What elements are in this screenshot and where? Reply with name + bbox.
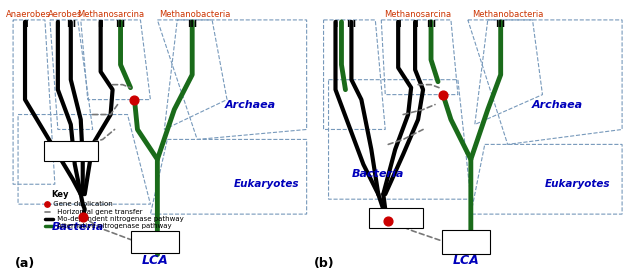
Text: Gene duplication: Gene duplication xyxy=(51,201,113,207)
Text: III: III xyxy=(66,20,76,29)
Text: (a): (a) xyxy=(15,257,35,270)
Text: I: I xyxy=(56,20,60,29)
Text: III: III xyxy=(346,20,356,29)
Text: III: III xyxy=(187,20,197,29)
Text: Group IV: Group IV xyxy=(140,234,170,240)
Text: Aerobes: Aerobes xyxy=(47,10,82,19)
Text: Bacteria: Bacteria xyxy=(352,169,404,179)
Text: Alternative nitrogenase pathway: Alternative nitrogenase pathway xyxy=(55,223,172,229)
Text: Anaerobes: Anaerobes xyxy=(6,10,51,19)
Text: Eukaryotes: Eukaryotes xyxy=(545,179,610,189)
Text: III: III xyxy=(426,20,436,29)
Text: II: II xyxy=(395,20,401,29)
Text: III: III xyxy=(495,20,506,29)
Text: Methanosarcina: Methanosarcina xyxy=(385,10,452,19)
FancyBboxPatch shape xyxy=(442,230,490,254)
Point xyxy=(438,92,448,97)
Text: Key: Key xyxy=(51,190,68,199)
Text: I: I xyxy=(334,20,337,29)
Text: Eukaryotes: Eukaryotes xyxy=(234,179,300,189)
Point xyxy=(129,97,140,102)
Text: Group IV: Group IV xyxy=(451,234,481,240)
Text: Horizontal gene transfer: Horizontal gene transfer xyxy=(55,209,142,215)
Text: Methanosarcina: Methanosarcina xyxy=(77,10,144,19)
Text: Bacteria: Bacteria xyxy=(52,222,104,232)
Text: III: III xyxy=(115,20,125,29)
Text: Group V: Group V xyxy=(55,147,86,156)
Text: Methanobacteria: Methanobacteria xyxy=(472,10,543,19)
Text: LCA: LCA xyxy=(452,254,479,267)
Text: Group V: Group V xyxy=(381,214,412,222)
Text: Mo-dependent nitrogenase pathway: Mo-dependent nitrogenase pathway xyxy=(55,216,184,222)
FancyBboxPatch shape xyxy=(369,208,423,228)
Text: (b): (b) xyxy=(314,257,334,270)
Text: origin?: origin? xyxy=(454,243,477,249)
Text: origin?: origin? xyxy=(143,242,167,248)
Text: LCA: LCA xyxy=(142,254,169,267)
Text: II: II xyxy=(97,20,104,29)
Point xyxy=(383,219,394,223)
Text: Archaea: Archaea xyxy=(225,100,275,110)
Text: II: II xyxy=(412,20,419,29)
FancyBboxPatch shape xyxy=(44,141,98,161)
Text: II: II xyxy=(22,20,28,29)
Point xyxy=(42,202,52,206)
Text: Methanobacteria: Methanobacteria xyxy=(159,10,231,19)
FancyBboxPatch shape xyxy=(131,231,179,253)
Text: Archaea: Archaea xyxy=(532,100,583,110)
Point xyxy=(77,215,88,219)
